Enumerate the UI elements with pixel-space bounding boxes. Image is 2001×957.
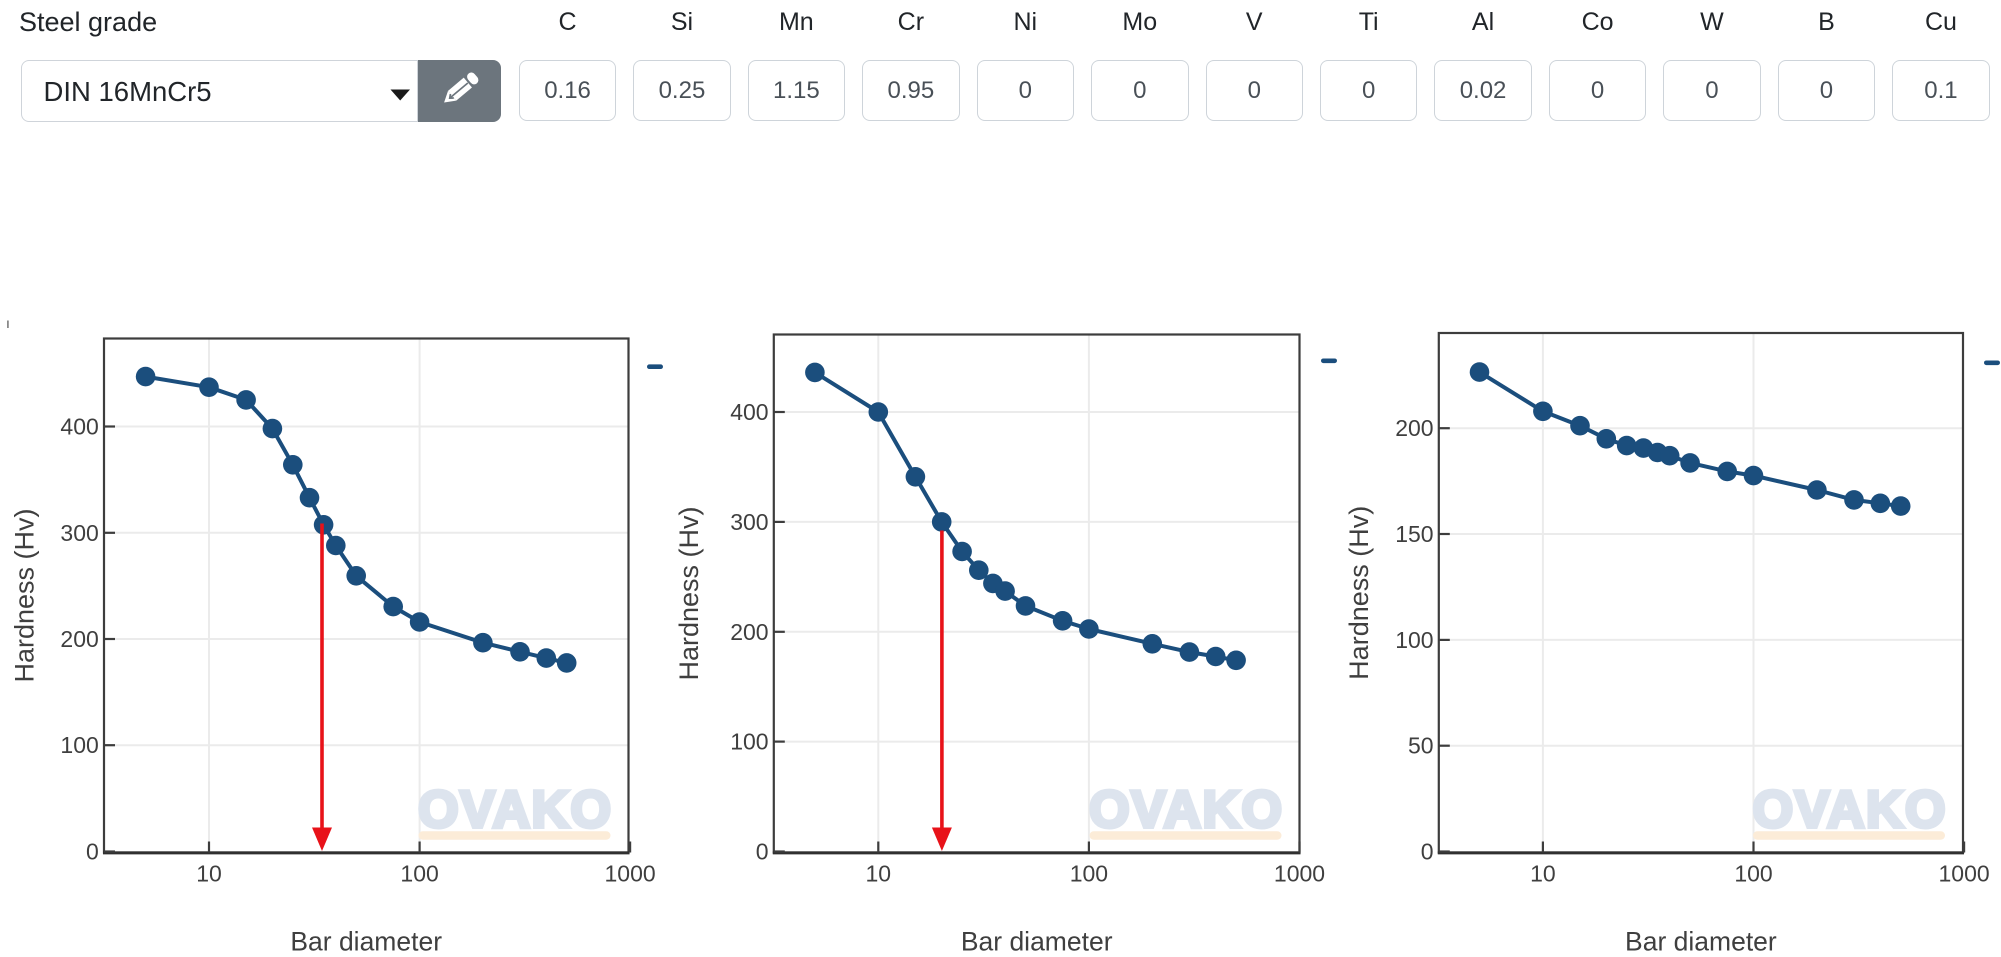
svg-text:0: 0 [756, 839, 769, 865]
svg-text:300: 300 [60, 520, 98, 546]
svg-text:OVAKO: OVAKO [1089, 781, 1283, 839]
svg-text:0: 0 [86, 839, 99, 865]
svg-text:1000: 1000 [1274, 861, 1325, 887]
svg-text:Bar diameter: Bar diameter [961, 927, 1113, 957]
svg-text:Hardness (Hv): Hardness (Hv) [10, 508, 40, 682]
svg-text:200: 200 [60, 626, 98, 652]
svg-text:OVAKO: OVAKO [418, 781, 612, 839]
svg-text:400: 400 [60, 414, 98, 440]
svg-text:100: 100 [60, 732, 98, 758]
svg-text:10: 10 [196, 861, 222, 887]
svg-text:Hardness (Hv): Hardness (Hv) [1344, 506, 1374, 680]
svg-text:1000: 1000 [605, 861, 656, 887]
svg-text:100: 100 [400, 861, 438, 887]
svg-text:Bar diameter: Bar diameter [290, 927, 442, 957]
svg-text:400: 400 [730, 399, 768, 425]
svg-text:1000: 1000 [1939, 861, 1990, 887]
svg-text:100: 100 [1734, 861, 1772, 887]
svg-text:OVAKO: OVAKO [1753, 781, 1947, 839]
svg-text:0: 0 [1421, 839, 1434, 865]
svg-text:10: 10 [1530, 861, 1556, 887]
svg-text:Bar diameter: Bar diameter [1625, 927, 1777, 957]
svg-text:100: 100 [1070, 861, 1108, 887]
svg-text:100: 100 [730, 729, 768, 755]
svg-text:300: 300 [730, 509, 768, 535]
svg-text:Hardness (Hv): Hardness (Hv) [674, 506, 704, 680]
svg-text:200: 200 [1395, 415, 1433, 441]
svg-text:50: 50 [1408, 733, 1434, 759]
svg-text:200: 200 [730, 619, 768, 645]
svg-text:150: 150 [1395, 521, 1433, 547]
svg-text:100: 100 [1395, 627, 1433, 653]
svg-text:10: 10 [866, 861, 892, 887]
